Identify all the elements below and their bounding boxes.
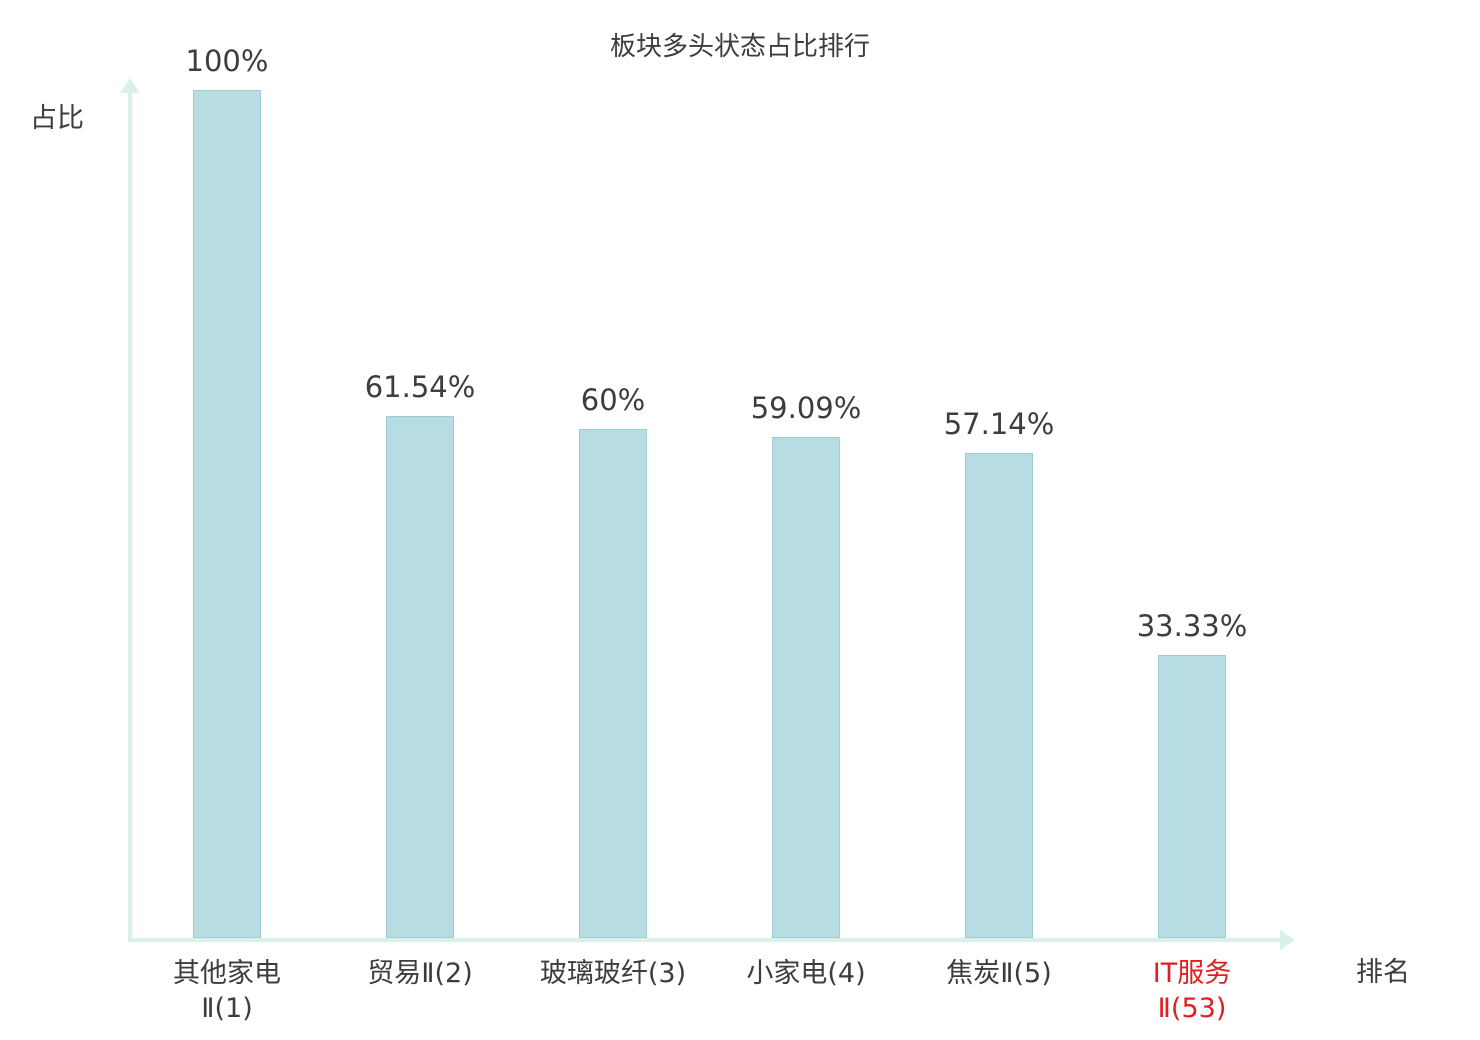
bar-2	[386, 416, 454, 938]
category-label-2: 贸易Ⅱ(2)	[367, 958, 473, 989]
y-axis-arrow-icon	[120, 78, 140, 93]
bar-1	[193, 90, 261, 938]
value-label-6: 33.33%	[1136, 609, 1248, 643]
value-label-2: 61.54%	[364, 370, 476, 404]
category-label-6: IT服务 Ⅱ(53)	[1152, 958, 1232, 1025]
x-axis-arrow-icon	[1280, 930, 1295, 950]
value-label-3: 60%	[580, 383, 646, 417]
x-axis-line	[128, 938, 1282, 942]
category-label-4: 小家电(4)	[746, 958, 866, 989]
value-label-4: 59.09%	[750, 391, 862, 425]
x-axis-label: 排名	[1356, 957, 1410, 988]
bar-6	[1158, 655, 1226, 938]
y-axis-line	[128, 92, 132, 940]
bar-3	[579, 429, 647, 938]
category-label-3: 玻璃玻纤(3)	[539, 958, 687, 989]
category-label-5: 焦炭Ⅱ(5)	[946, 958, 1052, 989]
y-axis-label: 占比	[30, 103, 84, 134]
chart-title: 板块多头状态占比排行	[609, 32, 870, 62]
value-label-1: 100%	[185, 44, 269, 78]
bar-5	[965, 453, 1033, 938]
value-label-5: 57.14%	[943, 407, 1055, 441]
bar-4	[772, 437, 840, 938]
category-label-1: 其他家电 Ⅱ(1)	[173, 958, 281, 1025]
